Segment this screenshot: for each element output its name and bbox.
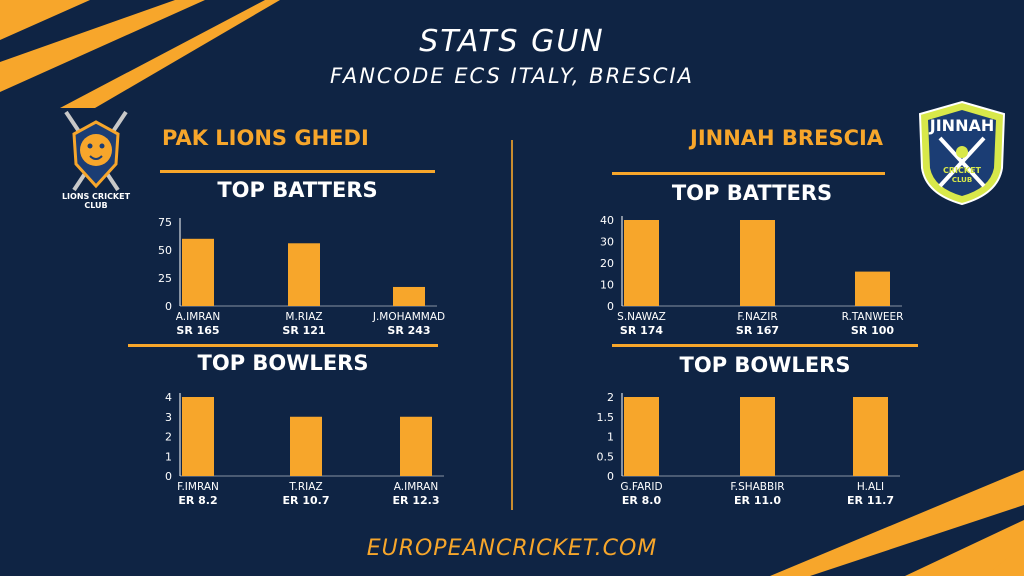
bar <box>740 397 775 476</box>
bar <box>855 271 890 306</box>
page-title: STATS GUN <box>419 24 605 59</box>
stat-sublabel: ER 8.2 <box>178 494 217 507</box>
y-tick-label: 0 <box>165 300 172 313</box>
bar <box>740 220 775 306</box>
category-label: H.ALI <box>857 481 884 493</box>
y-tick-label: 3 <box>165 411 172 424</box>
page-subtitle: FANCODE ECS ITALY, BRESCIA <box>330 64 694 88</box>
lions-logo-text: LIONS CRICKET CLUB <box>52 192 140 210</box>
top-left-streak <box>0 0 205 92</box>
y-tick-label: 40 <box>600 214 614 227</box>
bar <box>290 416 322 476</box>
bar <box>393 286 425 306</box>
jinnah-logo-text: JINNAH <box>929 116 995 135</box>
stat-sublabel: ER 11.0 <box>734 494 781 507</box>
bottom-right-streak <box>905 520 1024 576</box>
top-left-streak <box>60 0 280 108</box>
team-name-right: JINNAH BRESCIA <box>690 126 884 150</box>
category-label: A.IMRAN <box>394 481 438 493</box>
bar <box>288 243 320 306</box>
bottom-right-streak <box>770 470 1024 576</box>
y-tick-label: 2 <box>165 431 172 444</box>
divider-right-middle <box>612 344 918 347</box>
center-divider <box>511 140 513 510</box>
section-title-right-bowlers: TOP BOWLERS <box>679 353 851 377</box>
y-tick-label: 1.5 <box>597 411 615 424</box>
bar <box>400 416 432 476</box>
y-tick-label: 75 <box>158 216 172 229</box>
stat-sublabel: SR 121 <box>282 324 325 337</box>
category-label: S.NAWAZ <box>617 311 666 323</box>
y-tick-label: 2 <box>607 391 614 404</box>
divider-right-top <box>612 172 885 175</box>
category-label: J.MOHAMMAD <box>372 311 445 323</box>
stat-sublabel: ER 12.3 <box>393 494 440 507</box>
section-title-right-batters: TOP BATTERS <box>671 181 833 205</box>
divider-left-middle <box>128 344 438 347</box>
bar <box>182 397 214 476</box>
y-tick-label: 0 <box>607 470 614 483</box>
divider-left-top <box>160 170 435 173</box>
category-label: F.SHABBIR <box>730 481 784 493</box>
footer-site: EUROPEANCRICKET.COM <box>366 536 658 561</box>
y-tick-label: 0 <box>607 300 614 313</box>
category-label: F.NAZIR <box>737 311 777 323</box>
category-label: R.TANWEER <box>842 311 904 323</box>
stat-sublabel: SR 167 <box>736 324 779 337</box>
bar <box>182 238 214 306</box>
top-left-streak <box>0 0 90 40</box>
y-tick-label: 20 <box>600 257 614 270</box>
section-title-left-bowlers: TOP BOWLERS <box>197 351 369 375</box>
category-label: T.RIAZ <box>288 481 322 493</box>
y-tick-label: 1 <box>165 450 172 463</box>
category-label: F.IMRAN <box>177 481 219 493</box>
stat-sublabel: SR 174 <box>620 324 664 337</box>
y-tick-label: 0.5 <box>597 450 615 463</box>
y-tick-label: 4 <box>165 391 172 404</box>
stat-sublabel: SR 100 <box>851 324 895 337</box>
stat-sublabel: ER 8.0 <box>622 494 662 507</box>
stat-sublabel: ER 11.7 <box>847 494 894 507</box>
y-tick-label: 30 <box>600 236 614 249</box>
y-tick-label: 0 <box>165 470 172 483</box>
jinnah-logo-subtext2: CLUB <box>951 176 973 184</box>
bar <box>624 220 659 306</box>
jinnah-logo: JINNAH CRICKET CLUB <box>914 100 1010 206</box>
jinnah-logo-subtext: CRICKET <box>943 166 981 175</box>
category-label: A.IMRAN <box>176 311 220 323</box>
y-tick-label: 10 <box>600 279 614 292</box>
bar <box>624 397 659 476</box>
y-tick-label: 1 <box>607 431 614 444</box>
category-label: M.RIAZ <box>285 311 322 323</box>
category-label: G.FARID <box>620 481 662 493</box>
bottom-right-streak <box>985 545 1024 576</box>
y-tick-label: 50 <box>158 244 172 257</box>
stat-sublabel: SR 243 <box>387 324 430 337</box>
stat-sublabel: SR 165 <box>176 324 219 337</box>
bar <box>853 397 888 476</box>
team-name-left: PAK LIONS GHEDI <box>162 126 369 150</box>
lions-logo: LIONS CRICKET CLUB <box>52 104 140 210</box>
stat-sublabel: ER 10.7 <box>283 494 330 507</box>
section-title-left-batters: TOP BATTERS <box>217 178 378 202</box>
y-tick-label: 25 <box>158 272 172 285</box>
